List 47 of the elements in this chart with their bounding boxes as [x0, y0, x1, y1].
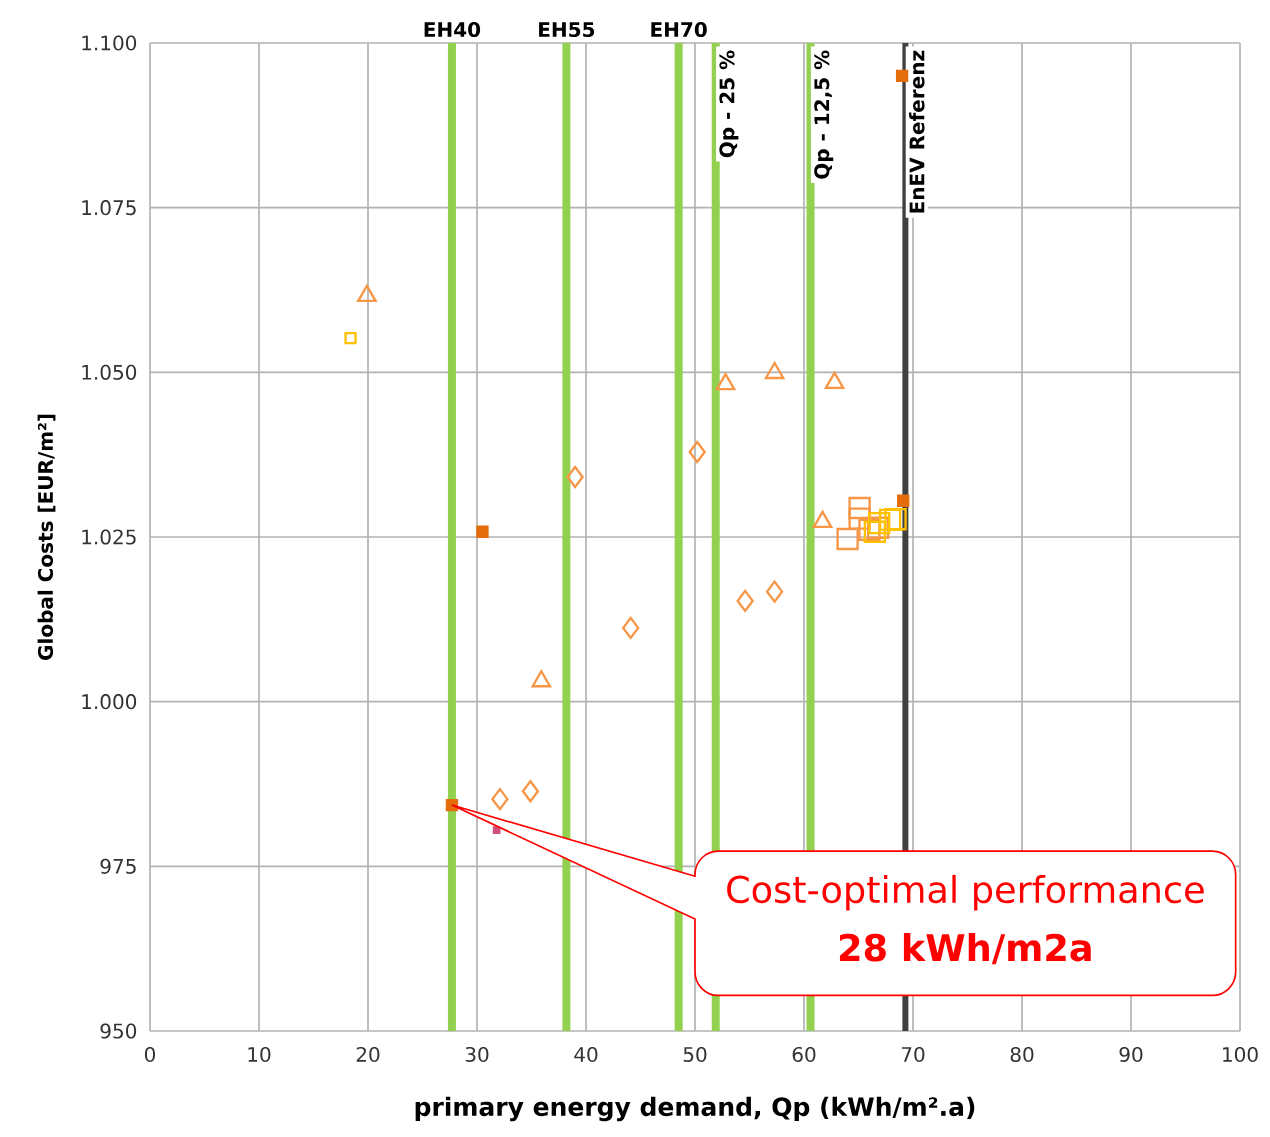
- x-tick-label: 30: [465, 1046, 489, 1063]
- y-tick-label: 1.100: [82, 35, 137, 51]
- y-tick-label: 975: [100, 858, 136, 874]
- point: [858, 518, 881, 541]
- y-tick-label: 1.075: [82, 200, 136, 216]
- point: [897, 494, 910, 507]
- y-axis-title: Global Costs [EUR/m²]: [37, 414, 56, 660]
- point: [492, 826, 501, 834]
- ref-line-label: Qp - 25 %: [719, 50, 739, 158]
- point: [868, 511, 891, 535]
- x-tick-label: 10: [248, 1046, 271, 1063]
- point: [344, 331, 357, 345]
- y-tick-label: 950: [100, 1023, 137, 1039]
- ref-line-label: EH70: [651, 21, 707, 38]
- y-tick-label: 1.000: [82, 694, 137, 710]
- x-tick-label: 80: [1010, 1046, 1034, 1063]
- ref-line-label: EH40: [424, 21, 481, 38]
- x-tick-label: 50: [683, 1046, 707, 1063]
- x-tick-label: 70: [901, 1046, 925, 1063]
- y-tick-label: 1.050: [82, 364, 137, 380]
- x-tick-label: 60: [792, 1046, 816, 1063]
- x-tick-label: 40: [574, 1046, 598, 1063]
- x-tick-label: 20: [356, 1046, 380, 1063]
- point: [622, 616, 640, 640]
- point: [491, 787, 509, 811]
- annotation: Cost-optimal performance: [727, 874, 1204, 911]
- y-tick-label: 1.025: [82, 529, 136, 545]
- x-tick-label: 90: [1119, 1046, 1143, 1063]
- point: [566, 465, 584, 489]
- point: [715, 373, 736, 391]
- point: [521, 780, 540, 803]
- point: [848, 496, 871, 520]
- point: [476, 525, 489, 538]
- point: [878, 508, 902, 532]
- point: [895, 69, 909, 83]
- point: [765, 580, 784, 603]
- x-tick-label: 100: [1223, 1046, 1258, 1063]
- point: [688, 440, 706, 464]
- point: [836, 527, 859, 551]
- annotation: 28 kWh/m2a: [839, 933, 1091, 965]
- ref-line-label: Qp - 12,5 %: [814, 50, 834, 179]
- x-tick-label: 0: [144, 1046, 156, 1063]
- point: [884, 508, 907, 531]
- ref-line-label: EnEV Referenz: [909, 50, 925, 213]
- x-axis-title: primary energy demand, Qp (kWh/m².a): [415, 1096, 975, 1122]
- point: [736, 589, 754, 613]
- ref-line-label: EH55: [539, 22, 595, 38]
